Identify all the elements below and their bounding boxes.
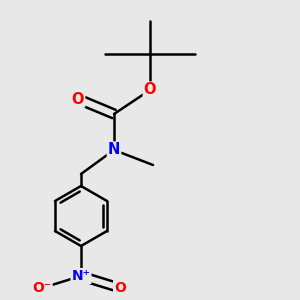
Text: O: O (144, 82, 156, 98)
Text: O: O (114, 281, 126, 295)
Text: O: O (72, 92, 84, 106)
Text: O⁻: O⁻ (32, 281, 52, 295)
Text: N: N (108, 142, 120, 158)
Text: N⁺: N⁺ (72, 269, 90, 283)
